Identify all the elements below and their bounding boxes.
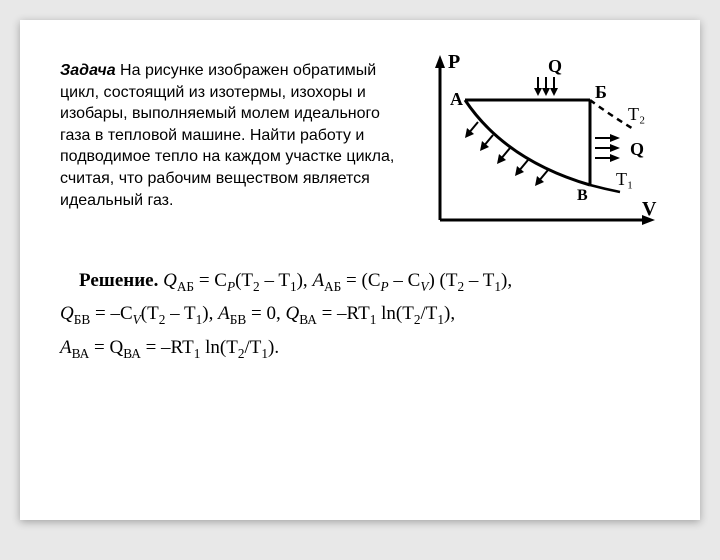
t1-label: T₁ xyxy=(616,169,633,189)
solution-label: Решение. xyxy=(79,270,158,291)
slide: Задача На рисунке изображен обратимый ци… xyxy=(20,20,700,520)
q-right-label: Q xyxy=(630,139,644,159)
point-b-label: Б xyxy=(595,82,607,102)
problem-text: Задача На рисунке изображен обратимый ци… xyxy=(60,60,400,245)
axis-p-label: P xyxy=(448,51,460,73)
solution-line2: QБВ = –CV(T2 – T1), AБВ = 0, QВА = –RT1 … xyxy=(60,298,670,331)
solution-line1: Решение. QАБ = CP(T2 – T1), AАБ = (CP – … xyxy=(60,265,670,298)
point-a-label: А xyxy=(450,89,463,109)
q-top-label: Q xyxy=(548,56,562,76)
problem-line1: На рисунке изображен xyxy=(116,62,289,79)
diagram-svg: P V А Б В T₂ T₁ Q xyxy=(410,50,670,240)
isotherm-arrows xyxy=(465,122,548,186)
t2-label: T₂ xyxy=(628,104,645,124)
task-label: Задача xyxy=(60,62,116,79)
solution-block: Решение. QАБ = CP(T2 – T1), AАБ = (CP – … xyxy=(20,255,700,365)
solution-line3: AВА = QВА = –RT1 ln(T2/T1). xyxy=(60,332,670,365)
problem-rest: обратимый цикл, состоящий из изотермы, и… xyxy=(60,62,394,209)
content-row: Задача На рисунке изображен обратимый ци… xyxy=(20,20,700,255)
point-v-label: В xyxy=(577,187,588,204)
axis-v-label: V xyxy=(642,198,657,220)
pv-diagram: P V А Б В T₂ T₁ Q xyxy=(410,50,670,245)
